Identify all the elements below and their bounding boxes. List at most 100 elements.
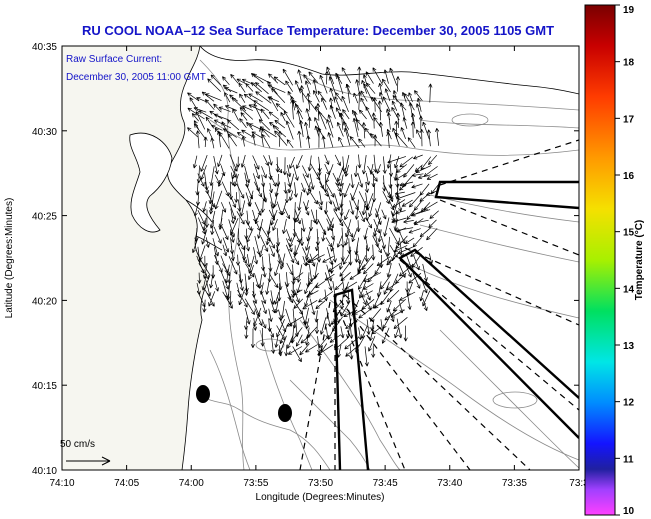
current-vector-arrow xyxy=(200,165,207,180)
current-vector-arrow xyxy=(327,114,334,129)
current-vector-arrow xyxy=(305,245,311,261)
current-vector-arrow xyxy=(377,100,382,121)
current-vector-arrow xyxy=(250,82,262,93)
current-vector-arrow xyxy=(408,228,421,234)
current-vector-arrow xyxy=(290,99,295,120)
current-vector-arrow xyxy=(230,73,239,84)
current-vector-arrow xyxy=(391,100,398,111)
current-vector-arrow xyxy=(363,283,374,290)
current-vector-arrow xyxy=(358,138,366,148)
current-vector-arrow xyxy=(221,181,230,197)
current-vector-arrow xyxy=(261,134,271,149)
current-vector-arrow xyxy=(422,299,428,311)
current-vector-arrow xyxy=(373,117,382,129)
current-vector-arrow xyxy=(268,308,273,322)
current-vector-arrow xyxy=(307,116,312,128)
map-panel xyxy=(61,45,580,471)
current-vector-arrow xyxy=(269,273,279,288)
current-vector-arrow xyxy=(381,327,390,344)
current-vector-arrow xyxy=(328,262,342,272)
current-vector-arrow xyxy=(365,172,371,186)
current-vector-arrow xyxy=(272,218,278,231)
current-vector-arrow xyxy=(248,104,262,111)
current-vector-arrow xyxy=(419,129,424,147)
current-vector-arrow xyxy=(237,199,242,212)
x-axis-label: Longitude (Degrees:Minutes) xyxy=(256,492,385,503)
current-vector-arrow xyxy=(244,317,249,330)
current-vector-arrow xyxy=(321,229,326,242)
current-vector-arrow xyxy=(375,208,382,225)
current-vector-arrow xyxy=(269,244,275,257)
current-vector-arrow xyxy=(344,228,350,246)
current-vector-arrow xyxy=(210,219,215,235)
current-vector-arrow xyxy=(268,111,280,120)
x-tick-label: 74:00 xyxy=(179,478,204,489)
current-vector-arrow xyxy=(388,191,394,203)
current-vector-arrow xyxy=(340,326,345,339)
current-vector-arrow xyxy=(416,97,422,112)
current-vector-arrow xyxy=(332,247,337,263)
current-vector-arrow xyxy=(394,155,400,169)
current-vector-arrow xyxy=(292,272,304,281)
current-vector-arrow xyxy=(340,272,351,282)
current-vector-arrow xyxy=(326,66,335,85)
current-vector-arrow xyxy=(302,299,318,310)
current-vector-arrow xyxy=(237,132,247,139)
current-vector-arrow xyxy=(239,93,246,103)
colorbar-tick-label: 12 xyxy=(623,398,635,409)
current-vector-arrow xyxy=(273,76,286,86)
current-vector-arrow xyxy=(222,76,230,86)
current-vector-arrow xyxy=(333,209,344,227)
current-vector-arrow xyxy=(253,307,262,327)
current-vector-arrow xyxy=(358,307,374,319)
current-vector-arrow xyxy=(330,238,335,252)
current-vector-arrow xyxy=(298,88,310,103)
current-vector-arrow xyxy=(363,83,374,102)
current-vector-arrow xyxy=(386,281,399,291)
current-vector-arrow xyxy=(412,237,422,248)
current-vector-arrow xyxy=(274,336,279,348)
current-vector-arrow xyxy=(341,67,352,84)
colorbar-tick-label: 11 xyxy=(623,454,634,465)
current-vector-arrow xyxy=(302,173,312,193)
current-vector-arrow xyxy=(373,218,381,234)
current-vector-arrow xyxy=(316,245,322,263)
current-vector-arrow xyxy=(258,274,263,289)
current-vector-arrow xyxy=(316,127,322,148)
current-vector-arrow xyxy=(422,121,430,140)
current-vector-arrow xyxy=(396,318,403,339)
current-vector-arrow xyxy=(269,172,277,187)
current-vector-arrow xyxy=(299,227,305,246)
current-vector-arrow xyxy=(296,264,303,283)
current-vector-arrow xyxy=(210,137,215,149)
current-vector-arrow xyxy=(230,245,235,262)
current-vector-arrow xyxy=(408,192,423,208)
current-vector-arrow xyxy=(228,290,233,306)
current-vector-arrow xyxy=(346,290,351,304)
current-vector-arrow xyxy=(289,156,295,169)
current-vector-arrow xyxy=(274,299,279,314)
current-vector-arrow xyxy=(222,291,233,309)
current-vector-arrow xyxy=(380,236,386,249)
current-label-line1: Raw Surface Current: xyxy=(66,54,162,65)
current-vector-arrow xyxy=(394,173,407,181)
current-vector-arrow xyxy=(209,200,214,215)
current-vector-arrow xyxy=(402,117,408,129)
current-vector-arrow xyxy=(326,218,333,232)
current-vector-arrow xyxy=(382,156,387,174)
current-vector-arrow xyxy=(375,202,382,218)
x-tick-label: 74:05 xyxy=(114,478,139,489)
current-vector-arrow xyxy=(200,154,208,172)
current-vector-arrow xyxy=(254,82,269,95)
current-vector-arrow xyxy=(419,290,424,302)
current-vector-arrow xyxy=(250,328,255,348)
current-vector-arrow xyxy=(193,106,207,113)
current-vector-arrow xyxy=(353,92,359,104)
current-vector-arrow xyxy=(394,327,399,339)
current-vector-arrow xyxy=(376,164,381,174)
current-vector-arrow xyxy=(236,211,245,225)
current-vector-arrow xyxy=(339,182,344,197)
current-vector-arrow xyxy=(411,209,431,217)
current-vector-arrow xyxy=(410,121,415,138)
current-vector-arrow xyxy=(366,319,371,335)
